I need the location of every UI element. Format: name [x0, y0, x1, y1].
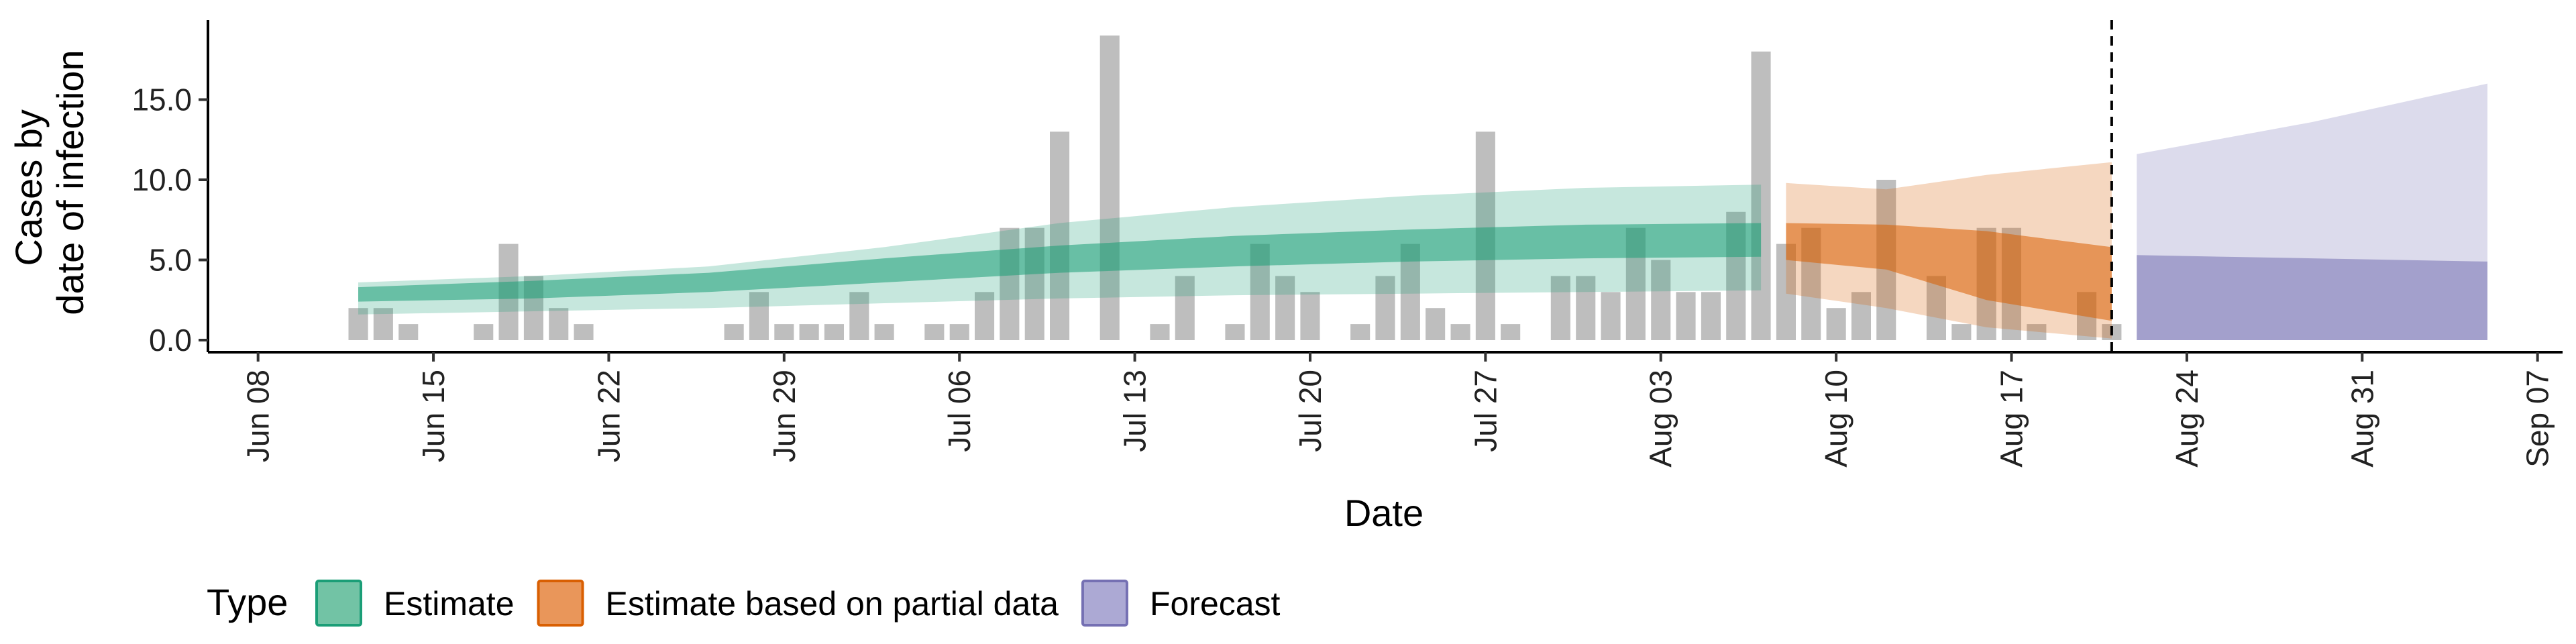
case-bar	[749, 292, 769, 340]
x-tick-label: Jun 08	[241, 370, 276, 462]
case-bar	[2027, 324, 2047, 340]
case-bar	[474, 324, 494, 340]
case-bar	[373, 308, 393, 340]
case-bar	[1751, 51, 1771, 341]
legend-swatch	[537, 580, 584, 627]
case-bar	[1601, 292, 1621, 340]
case-bar	[849, 292, 869, 340]
x-tick-label: Jul 06	[942, 370, 977, 452]
case-bar	[574, 324, 594, 340]
case-bar	[1501, 324, 1521, 340]
x-tick-label: Sep 07	[2520, 370, 2555, 468]
case-bar	[549, 308, 569, 340]
estimate-based-on-partial-data-50-band	[1786, 223, 2112, 321]
case-bar	[1175, 276, 1195, 340]
y-tick-label: 0.0	[149, 323, 192, 358]
x-tick-label: Jul 20	[1293, 370, 1328, 452]
axes: 0.0 5.0 10.0 15.0 Jun 08 Jun 15 Jun 22 Jun 29 Ju…	[131, 20, 2563, 468]
case-bar	[1300, 292, 1320, 340]
y-tick-label: 5.0	[149, 243, 192, 278]
case-bar	[874, 324, 894, 340]
x-tick-label: Jun 22	[591, 370, 626, 462]
x-tick-label: Jun 15	[416, 370, 451, 462]
y-axis-title-line2: date of infection	[49, 50, 91, 315]
case-bar	[824, 324, 844, 340]
case-bar	[348, 308, 368, 340]
case-bar	[1150, 324, 1170, 340]
case-bar	[1375, 276, 1395, 340]
legend-title: Type	[207, 581, 288, 623]
y-tick-label: 15.0	[131, 83, 192, 117]
case-bar	[1050, 131, 1070, 341]
case-bar	[924, 324, 945, 340]
case-bar	[949, 324, 969, 340]
case-bar	[1851, 292, 1871, 340]
x-tick-label: Aug 10	[1819, 370, 1854, 468]
plot-area	[348, 20, 2487, 352]
legend-label: Estimate based on partial data	[606, 585, 1059, 623]
case-bar	[398, 324, 419, 340]
x-tick-label: Jun 29	[767, 370, 802, 462]
y-axis-title: Cases by date of infection	[7, 50, 91, 315]
x-tick-label: Aug 17	[1994, 370, 2029, 468]
legend-label: Forecast	[1150, 585, 1281, 623]
case-bar	[1099, 35, 1120, 341]
x-tick-label: Jul 27	[1468, 370, 1503, 452]
x-tick-label: Jul 13	[1118, 370, 1152, 452]
case-bar	[1275, 276, 1295, 340]
legend: Type Estimate Estimate based on partial d…	[207, 580, 1281, 627]
x-tick-label: Aug 31	[2345, 370, 2379, 468]
case-bar	[1550, 276, 1570, 340]
x-tick-label: Aug 03	[1644, 370, 1678, 468]
legend-label: Estimate	[384, 585, 515, 623]
case-bar	[1450, 324, 1470, 340]
case-bar	[724, 324, 744, 340]
case-bar	[1426, 308, 1446, 340]
legend-swatch	[1081, 580, 1128, 627]
estimate-50-band	[358, 223, 1762, 302]
x-tick-label: Aug 24	[2169, 370, 2204, 468]
case-bar	[1576, 276, 1596, 340]
case-bar	[1951, 324, 1972, 340]
case-bar	[975, 292, 995, 340]
case-bar	[774, 324, 794, 340]
case-bar	[799, 324, 819, 340]
case-bar	[1676, 292, 1696, 340]
case-bar	[1651, 260, 1671, 340]
forecast-50-band	[2137, 255, 2487, 340]
case-bar	[1701, 292, 1721, 340]
case-bar	[1826, 308, 1846, 340]
case-bar	[1024, 227, 1044, 340]
legend-swatch	[315, 580, 362, 627]
case-bar	[1000, 227, 1020, 340]
case-bar	[1225, 324, 1245, 340]
y-tick-label: 10.0	[131, 162, 192, 197]
x-axis-title: Date	[1344, 492, 1424, 534]
y-axis-title-line1: Cases by	[7, 109, 50, 266]
case-bar	[1350, 324, 1371, 340]
